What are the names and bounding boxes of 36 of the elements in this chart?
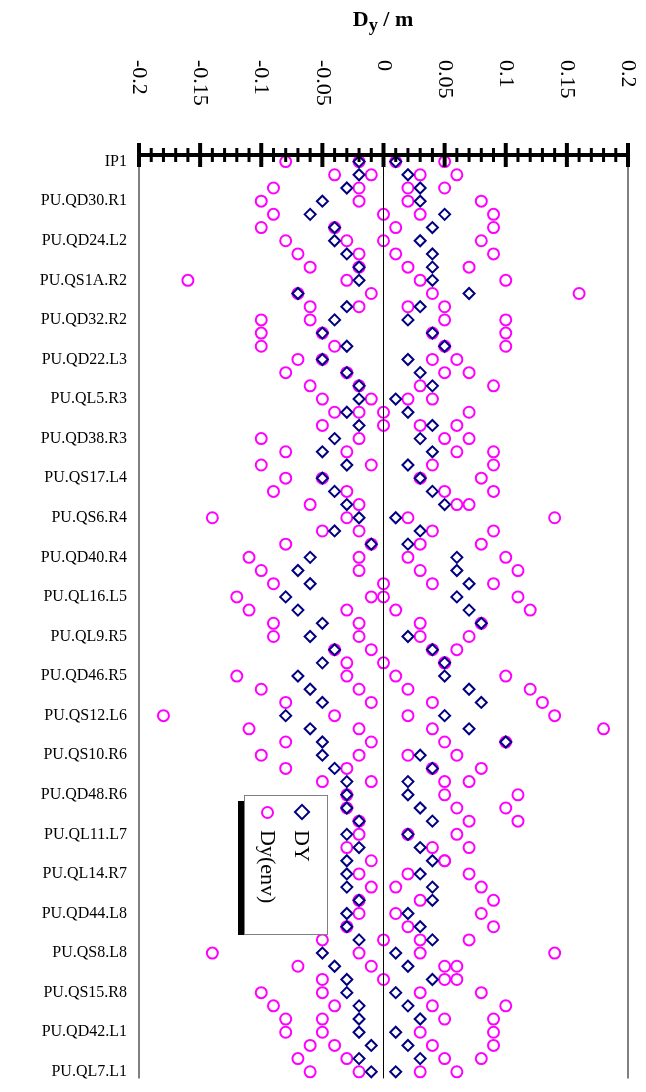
legend-label: DY [289,830,315,862]
y-tick-label: PU.QD24.L2 [41,230,127,248]
x-tick-label: 0.2 [617,60,643,88]
y-tick-label: PU.QS12.L6 [44,705,127,723]
y-tick-label: PU.QD32.R2 [40,310,127,328]
y-tick-label: PU.QD46.R5 [40,666,127,684]
y-tick-label: PU.QS6.R4 [51,507,127,525]
y-tick-label: PU.QD30.R1 [40,191,127,209]
y-tick-label: PU.QS10.R6 [43,745,127,763]
x-tick-label: -0.05 [311,60,337,106]
y-tick-label: PU.QL9.R5 [50,626,127,644]
x-tick-label: -0.15 [189,60,215,106]
x-tick-label: -0.1 [250,60,276,95]
y-tick-label: PU.QL16.L5 [43,587,127,605]
x-axis-title: D$_{y}$ / m [351,6,415,37]
x-tick-label: 0 [372,60,398,71]
y-tick-label: PU.QS17.L4 [44,468,127,486]
y-tick-label: PU.QS15.R8 [43,982,127,1000]
y-tick-label: PU.QL7.L1 [51,1062,127,1080]
y-tick-label: PU.QD48.R6 [40,784,127,802]
x-tick-label: -0.2 [128,60,154,95]
y-tick-label: IP1 [104,151,127,169]
x-tick-label: 0.05 [433,60,459,99]
y-tick-label: PU.QD40.R4 [40,547,127,565]
legend-label: Dy(env) [255,830,281,904]
y-tick-label: PU.QL14.R7 [42,864,127,882]
y-tick-label: PU.QS1A.R2 [39,270,127,288]
y-tick-label: PU.QS8.L8 [52,943,127,961]
y-tick-label: PU.QD38.R3 [40,428,127,446]
x-tick-label: 0.1 [494,60,520,88]
y-tick-label: PU.QD22.L3 [41,349,127,367]
x-tick-label: 0.15 [556,60,582,99]
y-tick-label: PU.QL11.L7 [44,824,127,842]
y-tick-label: PU.QD44.L8 [41,903,127,921]
y-tick-label: PU.QD42.L1 [41,1022,127,1040]
y-tick-label: PU.QL5.R3 [50,389,127,407]
